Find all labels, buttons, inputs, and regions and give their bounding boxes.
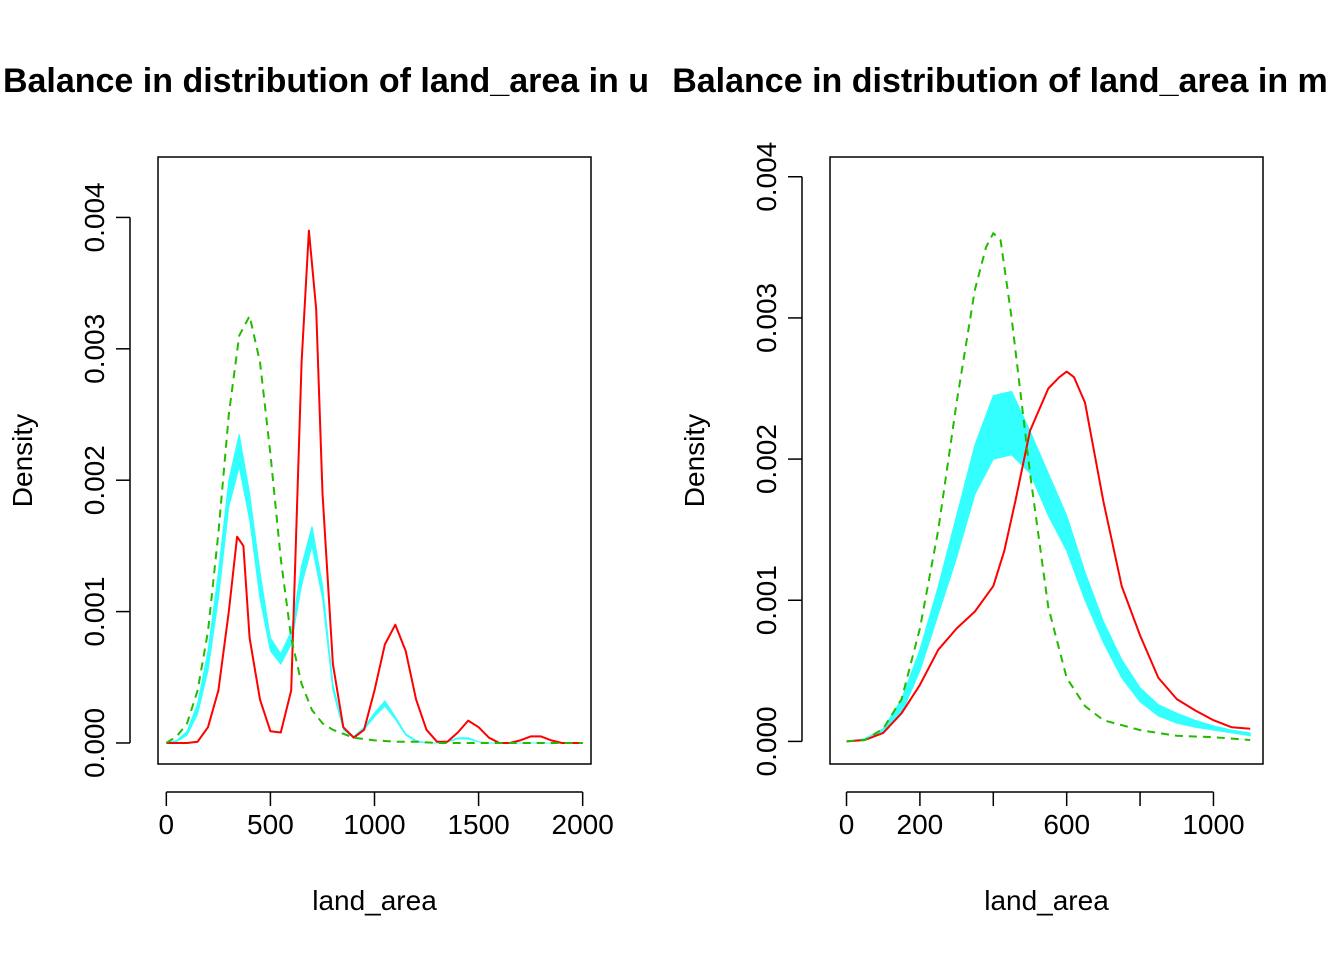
x-tick-label: 1500 <box>447 809 509 840</box>
x-tick-label: 2000 <box>552 809 614 840</box>
series-line-1 <box>846 232 1251 743</box>
plot-frame <box>157 156 592 765</box>
confidence-band <box>166 434 583 744</box>
y-tick-label: 0.004 <box>79 182 110 252</box>
left-panel: Balance in distribution of land_area in … <box>3 62 649 916</box>
chart-title: Balance in distribution of land_area in … <box>3 62 649 100</box>
y-tick-label: 0.001 <box>751 565 782 635</box>
x-tick-label: 600 <box>1043 809 1090 840</box>
x-tick-label: 1000 <box>343 809 405 840</box>
x-axis-label: land_area <box>312 885 437 916</box>
y-axis-label: Density <box>679 414 710 507</box>
series-line-1 <box>165 315 583 744</box>
x-axis-label: land_area <box>984 885 1109 916</box>
x-tick-label: 0 <box>159 809 175 840</box>
confidence-band <box>846 390 1251 742</box>
y-tick-label: 0.003 <box>79 314 110 384</box>
y-tick-label: 0.001 <box>79 577 110 647</box>
y-tick-label: 0.002 <box>79 445 110 515</box>
y-tick-label: 0.000 <box>751 706 782 776</box>
x-tick-label: 200 <box>897 809 944 840</box>
x-tick-label: 0 <box>839 809 855 840</box>
y-tick-label: 0.004 <box>751 142 782 212</box>
right-panel: Balance in distribution of land_area in … <box>672 62 1328 916</box>
series-line-0 <box>846 370 1251 743</box>
x-tick-label: 1000 <box>1182 809 1244 840</box>
chart-title: Balance in distribution of land_area in … <box>672 62 1328 100</box>
y-axis-label: Density <box>7 414 38 507</box>
y-tick-label: 0.000 <box>79 708 110 778</box>
x-tick-label: 500 <box>247 809 294 840</box>
y-tick-label: 0.002 <box>751 424 782 494</box>
y-tick-label: 0.003 <box>751 283 782 353</box>
plot-frame <box>829 156 1264 765</box>
